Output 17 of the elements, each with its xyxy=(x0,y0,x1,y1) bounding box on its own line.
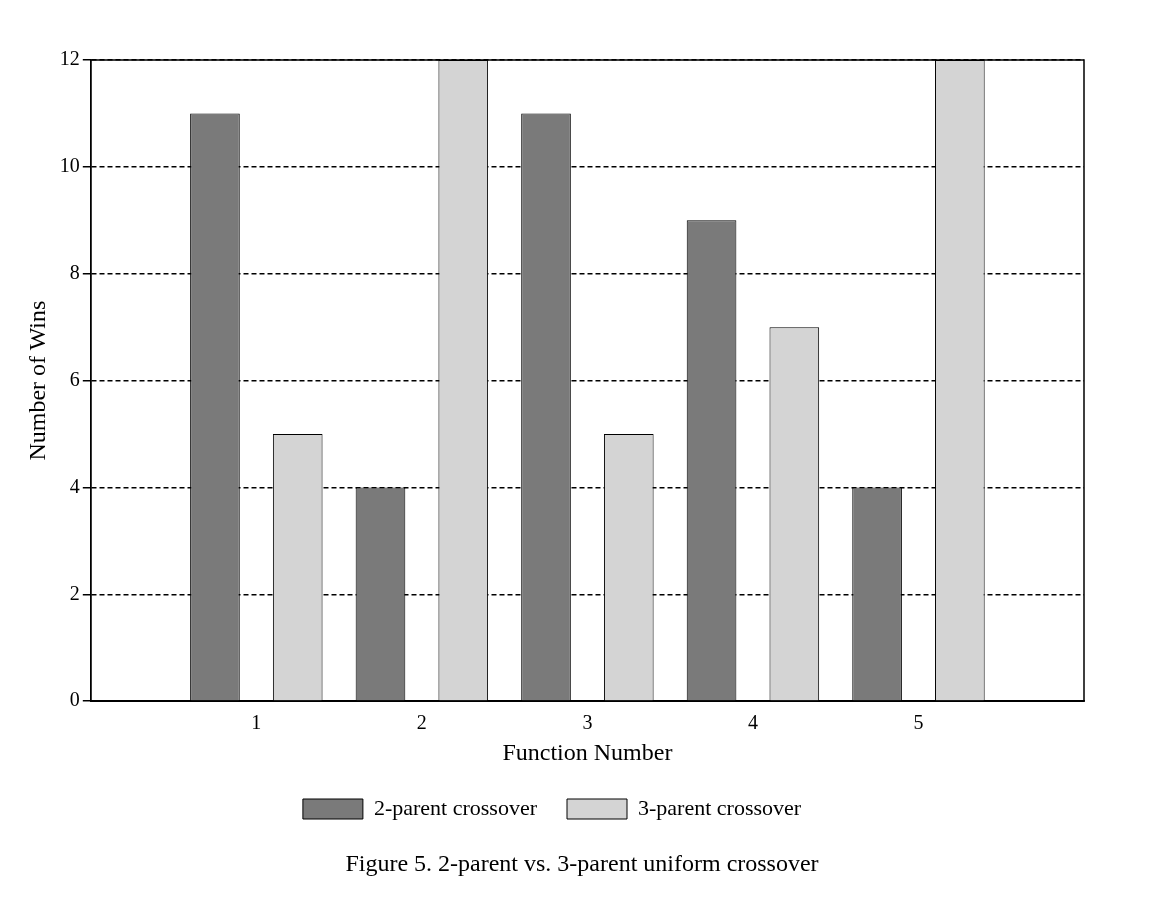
y-tick-label: 0 xyxy=(69,688,80,711)
legend-label: 3-parent crossover xyxy=(638,794,802,820)
x-tick-label: 2 xyxy=(416,711,427,734)
y-tick-label: 2 xyxy=(69,581,80,604)
y-tick-label: 4 xyxy=(69,474,80,497)
x-tick-label: 5 xyxy=(913,711,924,734)
y-tick-label: 10 xyxy=(59,154,80,177)
y-tick-label: 8 xyxy=(69,260,80,283)
y-tick-label: 12 xyxy=(59,47,80,70)
y-tick-label: 6 xyxy=(69,367,80,390)
x-tick-label: 3 xyxy=(582,711,593,734)
x-tick-label: 4 xyxy=(747,711,758,734)
y-axis-title: Number of Wins xyxy=(23,300,50,461)
legend-label: 2-parent crossover xyxy=(373,794,538,820)
x-tick-label: 1 xyxy=(251,711,262,734)
x-axis-title: Function Number xyxy=(502,738,673,765)
caption: Figure 5. 2-parent vs. 3-parent uniform crossover xyxy=(344,850,820,877)
